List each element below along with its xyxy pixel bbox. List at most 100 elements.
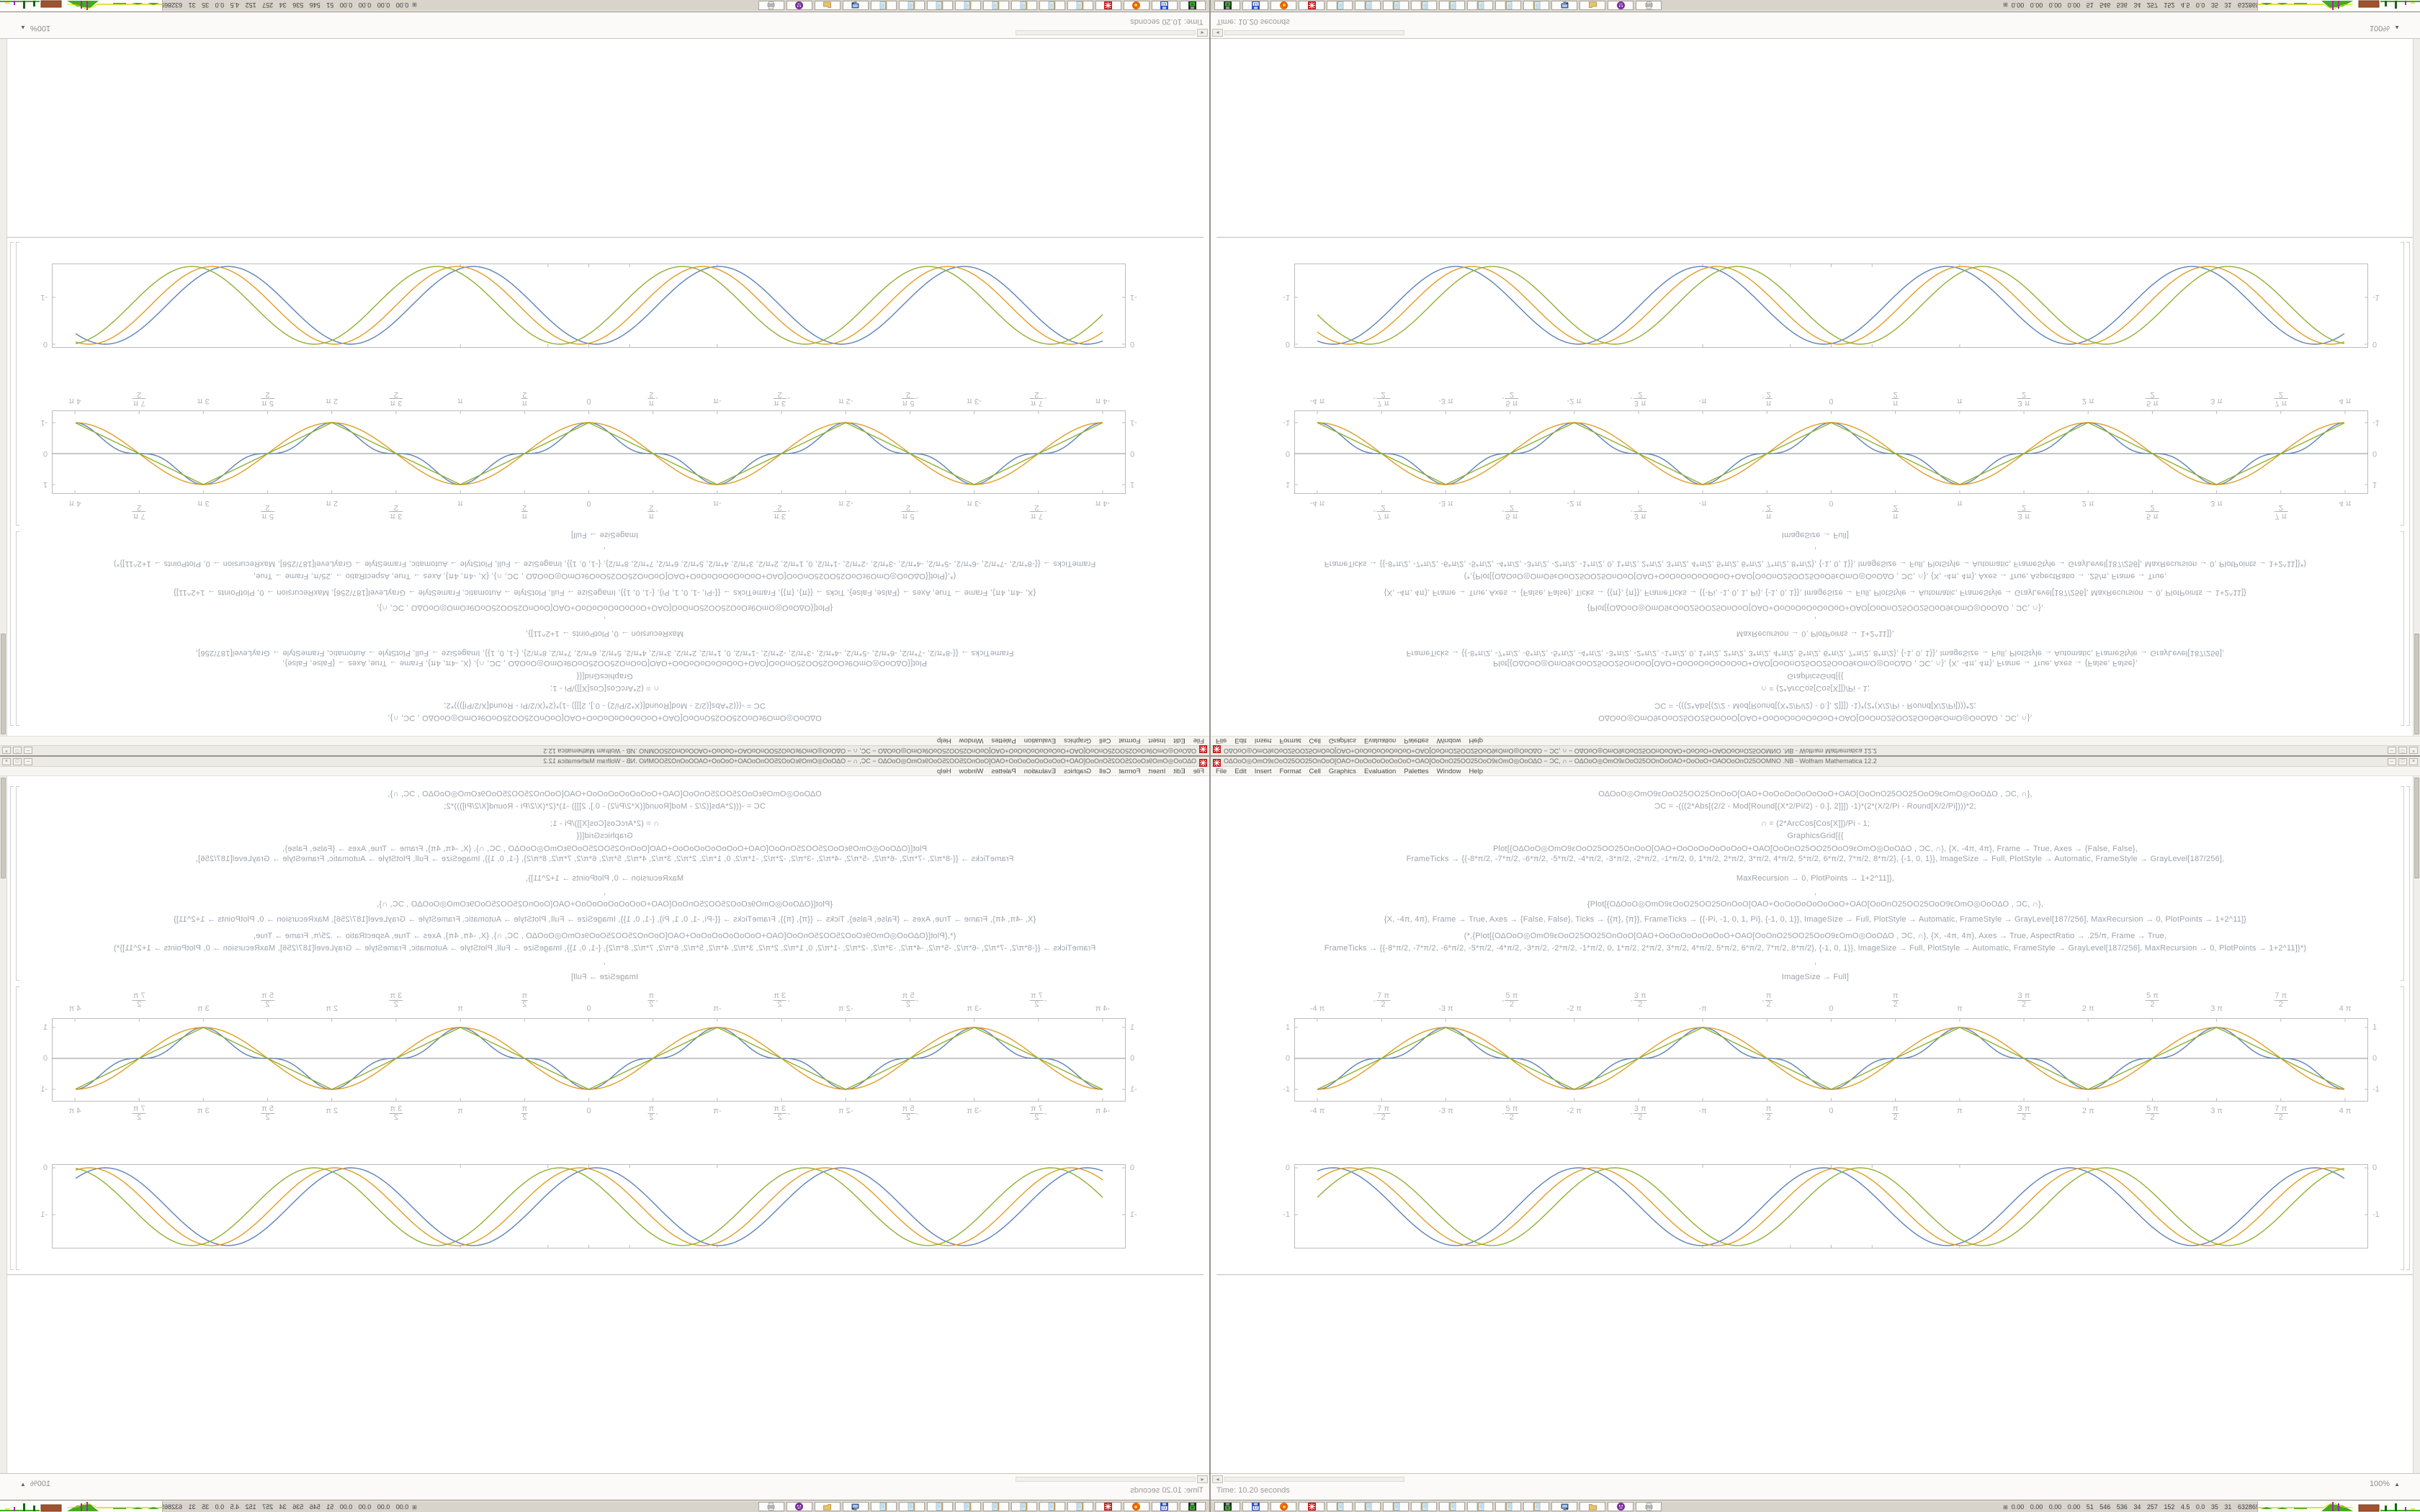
taskbar-button-floppy-64[interactable]: 64 <box>1242 1 1268 10</box>
taskbar-button-floppy-green[interactable] <box>1214 1502 1240 1511</box>
taskbar-button-purple-app[interactable] <box>786 1502 812 1511</box>
menu-item-help[interactable]: Help <box>937 737 951 745</box>
taskbar-button-notebook[interactable] <box>927 1502 953 1511</box>
taskbar-button-notebook[interactable] <box>1523 1502 1549 1511</box>
code-line[interactable]: Plot[{ΟΔΟοΟ◎ΟmΟ9εΟοΟ25ΟΟ25ΟnΟοΟ[ΟΑΟ+ΟοΟο… <box>1492 659 2138 667</box>
horizontal-scrollbar[interactable] <box>1016 30 1196 35</box>
taskbar-button-folder[interactable] <box>1579 1502 1605 1511</box>
maximize-button[interactable]: □ <box>13 747 22 755</box>
code-line[interactable]: (*,{Plot[{ΟΔΟοΟ◎ΟmΟ9εΟοΟ25ΟΟ25ΟnΟοΟ[ΟΑΟ+… <box>1464 932 2167 940</box>
menu-item-window[interactable]: Window <box>1436 737 1461 745</box>
code-line[interactable]: FrameTicks → {{-8*π/2, -7*π/2, -6*π/2, -… <box>113 559 1096 568</box>
taskbar-button-notebook[interactable] <box>1355 1502 1381 1511</box>
menu-item-format[interactable]: Format <box>1119 737 1141 745</box>
menu-item-help[interactable]: Help <box>1469 767 1483 775</box>
scrollbar-thumb[interactable] <box>2414 778 2419 878</box>
taskbar-button-notebook[interactable] <box>1439 1502 1465 1511</box>
window-titlebar[interactable]: ΟΔΟοΟ◎ΟmΟ9εΟοΟ25ΟΟ25ΟnΟοΟ[ΟΑΟ+ΟοΟοΟοΟοΟο… <box>1211 757 2420 767</box>
code-line[interactable]: (*,{Plot[{ΟΔΟοΟ◎ΟmΟ9εΟοΟ25ΟΟ25ΟnΟοΟ[ΟΑΟ+… <box>1464 572 2167 580</box>
code-line[interactable]: MaxRecursion → 0, PlotPoints → 1+2^11]}, <box>1736 874 1895 883</box>
cell-bracket-output[interactable] <box>2401 986 2404 1270</box>
code-line[interactable]: Plot[{ΟΔΟοΟ◎ΟmΟ9εΟοΟ25ΟΟ25ΟnΟοΟ[ΟΑΟ+ΟοΟο… <box>282 659 928 667</box>
code-line[interactable]: FrameTicks → {{-8*π/2, -7*π/2, -6*π/2, -… <box>195 855 1014 863</box>
taskbar-button-notebook[interactable] <box>899 1502 925 1511</box>
scroll-left-arrow-icon[interactable]: ◂ <box>1212 29 1223 37</box>
code-line[interactable]: {Plot[{ΟΔΟοΟ◎ΟmΟ9εΟοΟ25ΟΟ25ΟnΟοΟ[ΟΑΟ+ΟοΟ… <box>376 603 833 612</box>
taskbar-button-notebook[interactable] <box>983 1502 1009 1511</box>
taskbar-button-mathematica[interactable] <box>1299 1502 1325 1511</box>
minimize-button[interactable]: – <box>2388 757 2396 765</box>
menu-item-format[interactable]: Format <box>1279 767 1301 775</box>
minimize-button[interactable]: – <box>2388 747 2396 755</box>
maximize-button[interactable]: □ <box>2398 757 2407 765</box>
menu-item-cell[interactable]: Cell <box>1099 767 1111 775</box>
taskbar-button-mathematica[interactable] <box>1299 1 1325 10</box>
vertical-scrollbar[interactable] <box>2413 39 2420 736</box>
taskbar-button-folder[interactable] <box>1579 1 1605 10</box>
code-line[interactable]: GraphicsGrid[{{ <box>576 672 633 680</box>
notebook-content[interactable]: ΟΔΟοΟ◎ΟmΟ9εΟοΟ25ΟΟ25ΟnΟοΟ[ΟΑΟ+ΟοΟοΟοΟοΟο… <box>0 39 1209 736</box>
menu-item-cell[interactable]: Cell <box>1099 737 1111 745</box>
cell-bracket-group[interactable] <box>2406 242 2410 726</box>
cell-bracket-group[interactable] <box>10 786 14 1270</box>
taskbar-button-printer[interactable] <box>1636 1 1662 10</box>
code-line[interactable]: GraphicsGrid[{{ <box>1787 672 1844 680</box>
code-line[interactable]: (*,{Plot[{ΟΔΟοΟ◎ΟmΟ9εΟοΟ25ΟΟ25ΟnΟοΟ[ΟΑΟ+… <box>253 932 956 940</box>
code-line[interactable]: FrameTicks → {{-8*π/2, -7*π/2, -6*π/2, -… <box>195 649 1014 657</box>
horizontal-scrollbar[interactable] <box>1224 1477 1404 1482</box>
menu-item-file[interactable]: File <box>1193 737 1204 745</box>
code-line[interactable]: ∩ = (2*ArcCos[Cos[X]])/Pi - 1; <box>1760 684 1870 693</box>
taskbar-button-floppy-64[interactable]: 64 <box>1152 1502 1178 1511</box>
code-line[interactable]: ImageSize → Full] <box>570 531 639 539</box>
taskbar-button-floppy-64[interactable]: 64 <box>1152 1 1178 10</box>
taskbar-button-notebook[interactable] <box>871 1 897 10</box>
menu-item-window[interactable]: Window <box>1436 767 1461 775</box>
scroll-left-arrow-icon[interactable]: ◂ <box>1197 29 1208 37</box>
code-line[interactable]: ImageSize → Full] <box>570 973 639 981</box>
taskbar-button-floppy-green[interactable] <box>1180 1 1206 10</box>
scrollbar-thumb[interactable] <box>1 634 6 734</box>
code-line[interactable]: ƆC = -(((2*Abs[(2/2 - Mod[Round[(X*2/Pi/… <box>1654 802 1976 811</box>
menu-item-graphics[interactable]: Graphics <box>1328 737 1356 745</box>
taskbar-button-notebook[interactable] <box>899 1 925 10</box>
menu-item-palettes[interactable]: Palettes <box>991 767 1016 775</box>
code-line[interactable]: ImageSize → Full] <box>1781 973 1850 981</box>
code-line[interactable]: FrameTicks → {{-8*π/2, -7*π/2, -6*π/2, -… <box>1406 649 2225 657</box>
code-line[interactable]: Plot[{ΟΔΟοΟ◎ΟmΟ9εΟοΟ25ΟΟ25ΟnΟοΟ[ΟΑΟ+ΟοΟο… <box>282 845 928 853</box>
code-line[interactable]: ƆC = -(((2*Abs[(2/2 - Mod[Round[(X*2/Pi/… <box>444 701 766 710</box>
menu-item-edit[interactable]: Edit <box>1234 767 1247 775</box>
taskbar-button-notebook[interactable] <box>1523 1 1549 10</box>
menu-item-help[interactable]: Help <box>1469 737 1483 745</box>
taskbar-button-purple-app[interactable] <box>1608 1 1634 10</box>
menu-item-insert[interactable]: Insert <box>1254 737 1272 745</box>
window-titlebar[interactable]: ΟΔΟοΟ◎ΟmΟ9εΟοΟ25ΟΟ25ΟnΟοΟ[ΟΑΟ+ΟοΟοΟοΟοΟο… <box>1211 745 2420 755</box>
code-line[interactable]: ΟΔΟοΟ◎ΟmΟ9εΟοΟ25ΟΟ25ΟnΟοΟ[ΟΑΟ+ΟοΟοΟοΟοΟο… <box>1598 714 2033 722</box>
cell-bracket-group[interactable] <box>2406 786 2410 1270</box>
taskbar-button-notebook[interactable] <box>1495 1 1521 10</box>
cell-bracket-input[interactable] <box>16 531 19 726</box>
cell-bracket-input[interactable] <box>16 786 19 981</box>
menu-item-insert[interactable]: Insert <box>1148 737 1166 745</box>
horizontal-scrollbar[interactable] <box>1224 30 1404 35</box>
taskbar-button-notebook[interactable] <box>1411 1502 1437 1511</box>
code-line[interactable]: {Plot[{ΟΔΟοΟ◎ΟmΟ9εΟοΟ25ΟΟ25ΟnΟοΟ[ΟΑΟ+ΟοΟ… <box>376 900 833 909</box>
taskbar-button-printer[interactable] <box>758 1502 784 1511</box>
menu-item-palettes[interactable]: Palettes <box>1404 737 1429 745</box>
code-line[interactable]: MaxRecursion → 0, PlotPoints → 1+2^11]}, <box>525 629 684 638</box>
code-line[interactable]: ImageSize → Full] <box>1781 531 1850 539</box>
code-line[interactable]: {Plot[{ΟΔΟοΟ◎ΟmΟ9εΟοΟ25ΟΟ25ΟnΟοΟ[ΟΑΟ+ΟοΟ… <box>1587 900 2044 909</box>
code-line[interactable]: ΟΔΟοΟ◎ΟmΟ9εΟοΟ25ΟΟ25ΟnΟοΟ[ΟΑΟ+ΟοΟοΟοΟοΟο… <box>387 790 822 798</box>
taskbar-button-notebook[interactable] <box>1467 1 1493 10</box>
menu-item-palettes[interactable]: Palettes <box>1404 767 1429 775</box>
taskbar-button-notebook[interactable] <box>955 1502 981 1511</box>
system-monitor-graph[interactable] <box>0 1501 163 1512</box>
taskbar-button-mathematica[interactable] <box>1095 1502 1121 1511</box>
menu-item-edit[interactable]: Edit <box>1173 737 1186 745</box>
taskbar-button-screenshot[interactable] <box>1551 1 1577 10</box>
maximize-button[interactable]: □ <box>2398 747 2407 755</box>
menu-item-file[interactable]: File <box>1216 767 1227 775</box>
code-line[interactable]: FrameTicks → {{-8*π/2, -7*π/2, -6*π/2, -… <box>113 944 1096 953</box>
menu-item-file[interactable]: File <box>1216 737 1227 745</box>
taskbar-button-purple-app[interactable] <box>1608 1502 1634 1511</box>
menu-item-evaluation[interactable]: Evaluation <box>1023 767 1057 775</box>
